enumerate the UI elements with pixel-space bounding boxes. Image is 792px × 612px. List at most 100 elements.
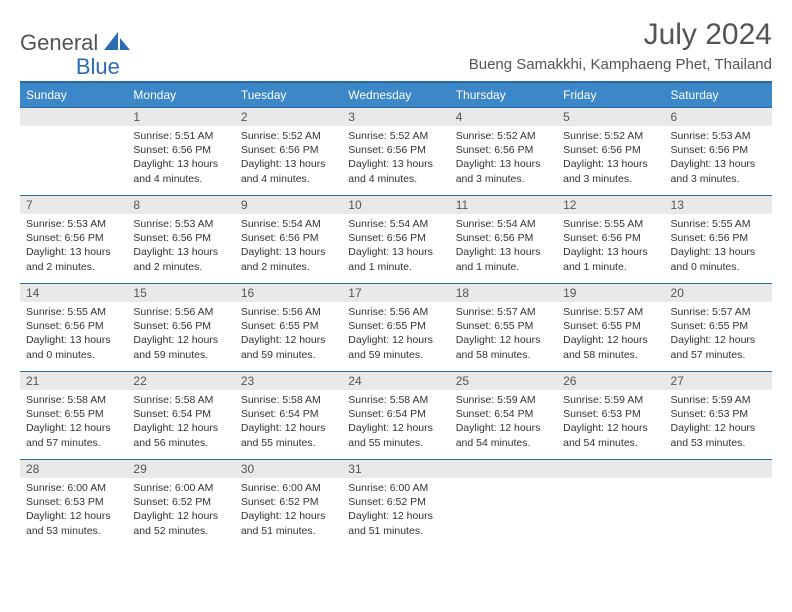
weekday-friday: Friday [557, 82, 664, 108]
brand-text-2: Blue [76, 54, 120, 80]
day-details: Sunrise: 5:53 AMSunset: 6:56 PMDaylight:… [20, 214, 127, 278]
calendar-cell: 22Sunrise: 5:58 AMSunset: 6:54 PMDayligh… [127, 372, 234, 460]
day-details: Sunrise: 6:00 AMSunset: 6:52 PMDaylight:… [235, 478, 342, 542]
day-number: 14 [20, 284, 127, 302]
calendar-cell: 18Sunrise: 5:57 AMSunset: 6:55 PMDayligh… [450, 284, 557, 372]
calendar-row: 21Sunrise: 5:58 AMSunset: 6:55 PMDayligh… [20, 372, 772, 460]
day-number: 30 [235, 460, 342, 478]
day-details: Sunrise: 5:51 AMSunset: 6:56 PMDaylight:… [127, 126, 234, 190]
day-details: Sunrise: 5:54 AMSunset: 6:56 PMDaylight:… [450, 214, 557, 278]
day-number-empty [665, 460, 772, 478]
calendar-cell: 29Sunrise: 6:00 AMSunset: 6:52 PMDayligh… [127, 460, 234, 548]
day-number: 17 [342, 284, 449, 302]
day-number-empty [557, 460, 664, 478]
brand-text-1: General [20, 30, 98, 56]
calendar-cell: 21Sunrise: 5:58 AMSunset: 6:55 PMDayligh… [20, 372, 127, 460]
calendar-row: 1Sunrise: 5:51 AMSunset: 6:56 PMDaylight… [20, 108, 772, 196]
calendar-cell: 11Sunrise: 5:54 AMSunset: 6:56 PMDayligh… [450, 196, 557, 284]
day-number: 25 [450, 372, 557, 390]
brand-logo-line2: Gene Blue [20, 54, 120, 80]
weekday-thursday: Thursday [450, 82, 557, 108]
calendar-cell: 19Sunrise: 5:57 AMSunset: 6:55 PMDayligh… [557, 284, 664, 372]
calendar-cell: 3Sunrise: 5:52 AMSunset: 6:56 PMDaylight… [342, 108, 449, 196]
calendar-cell: 31Sunrise: 6:00 AMSunset: 6:52 PMDayligh… [342, 460, 449, 548]
calendar-cell: 6Sunrise: 5:53 AMSunset: 6:56 PMDaylight… [665, 108, 772, 196]
day-number: 19 [557, 284, 664, 302]
day-number: 24 [342, 372, 449, 390]
day-number: 27 [665, 372, 772, 390]
day-number: 22 [127, 372, 234, 390]
day-details: Sunrise: 5:52 AMSunset: 6:56 PMDaylight:… [342, 126, 449, 190]
day-number: 16 [235, 284, 342, 302]
calendar-body: 1Sunrise: 5:51 AMSunset: 6:56 PMDaylight… [20, 108, 772, 548]
weekday-tuesday: Tuesday [235, 82, 342, 108]
weekday-sunday: Sunday [20, 82, 127, 108]
day-details: Sunrise: 5:54 AMSunset: 6:56 PMDaylight:… [235, 214, 342, 278]
day-details: Sunrise: 5:57 AMSunset: 6:55 PMDaylight:… [450, 302, 557, 366]
calendar-cell: 28Sunrise: 6:00 AMSunset: 6:53 PMDayligh… [20, 460, 127, 548]
day-number-empty [450, 460, 557, 478]
calendar-cell: 17Sunrise: 5:56 AMSunset: 6:55 PMDayligh… [342, 284, 449, 372]
brand-logo: General [20, 30, 132, 56]
calendar-cell: 25Sunrise: 5:59 AMSunset: 6:54 PMDayligh… [450, 372, 557, 460]
month-title: July 2024 [469, 18, 772, 52]
day-number: 10 [342, 196, 449, 214]
day-number: 15 [127, 284, 234, 302]
day-details: Sunrise: 5:56 AMSunset: 6:55 PMDaylight:… [235, 302, 342, 366]
calendar-cell: 20Sunrise: 5:57 AMSunset: 6:55 PMDayligh… [665, 284, 772, 372]
day-details: Sunrise: 5:58 AMSunset: 6:54 PMDaylight:… [342, 390, 449, 454]
calendar-cell: 10Sunrise: 5:54 AMSunset: 6:56 PMDayligh… [342, 196, 449, 284]
day-details: Sunrise: 5:58 AMSunset: 6:54 PMDaylight:… [235, 390, 342, 454]
calendar-cell: 16Sunrise: 5:56 AMSunset: 6:55 PMDayligh… [235, 284, 342, 372]
day-details: Sunrise: 5:53 AMSunset: 6:56 PMDaylight:… [127, 214, 234, 278]
day-details: Sunrise: 5:54 AMSunset: 6:56 PMDaylight:… [342, 214, 449, 278]
day-number: 21 [20, 372, 127, 390]
day-number: 23 [235, 372, 342, 390]
day-details: Sunrise: 5:55 AMSunset: 6:56 PMDaylight:… [665, 214, 772, 278]
calendar-cell [20, 108, 127, 196]
calendar-cell: 14Sunrise: 5:55 AMSunset: 6:56 PMDayligh… [20, 284, 127, 372]
day-number: 13 [665, 196, 772, 214]
calendar-cell: 24Sunrise: 5:58 AMSunset: 6:54 PMDayligh… [342, 372, 449, 460]
day-details: Sunrise: 5:59 AMSunset: 6:54 PMDaylight:… [450, 390, 557, 454]
day-details: Sunrise: 6:00 AMSunset: 6:52 PMDaylight:… [127, 478, 234, 542]
calendar-cell: 30Sunrise: 6:00 AMSunset: 6:52 PMDayligh… [235, 460, 342, 548]
title-block: July 2024 Bueng Samakkhi, Kamphaeng Phet… [469, 18, 772, 73]
calendar-cell: 4Sunrise: 5:52 AMSunset: 6:56 PMDaylight… [450, 108, 557, 196]
day-number: 8 [127, 196, 234, 214]
calendar-table: SundayMondayTuesdayWednesdayThursdayFrid… [20, 81, 772, 548]
day-details: Sunrise: 6:00 AMSunset: 6:52 PMDaylight:… [342, 478, 449, 542]
calendar-cell [450, 460, 557, 548]
calendar-cell: 15Sunrise: 5:56 AMSunset: 6:56 PMDayligh… [127, 284, 234, 372]
day-number-empty [20, 108, 127, 126]
day-details: Sunrise: 5:58 AMSunset: 6:54 PMDaylight:… [127, 390, 234, 454]
day-number: 31 [342, 460, 449, 478]
calendar-row: 14Sunrise: 5:55 AMSunset: 6:56 PMDayligh… [20, 284, 772, 372]
calendar-cell: 26Sunrise: 5:59 AMSunset: 6:53 PMDayligh… [557, 372, 664, 460]
day-details: Sunrise: 5:56 AMSunset: 6:56 PMDaylight:… [127, 302, 234, 366]
weekday-header-row: SundayMondayTuesdayWednesdayThursdayFrid… [20, 82, 772, 108]
header: General July 2024 Bueng Samakkhi, Kampha… [20, 18, 772, 73]
day-number: 11 [450, 196, 557, 214]
day-details: Sunrise: 5:57 AMSunset: 6:55 PMDaylight:… [665, 302, 772, 366]
day-number: 7 [20, 196, 127, 214]
day-details: Sunrise: 5:59 AMSunset: 6:53 PMDaylight:… [557, 390, 664, 454]
day-number: 5 [557, 108, 664, 126]
calendar-cell: 8Sunrise: 5:53 AMSunset: 6:56 PMDaylight… [127, 196, 234, 284]
day-details: Sunrise: 5:55 AMSunset: 6:56 PMDaylight:… [557, 214, 664, 278]
day-number: 20 [665, 284, 772, 302]
day-details: Sunrise: 5:57 AMSunset: 6:55 PMDaylight:… [557, 302, 664, 366]
brand-sail-icon [104, 32, 130, 55]
day-number: 26 [557, 372, 664, 390]
day-number: 4 [450, 108, 557, 126]
day-details: Sunrise: 5:52 AMSunset: 6:56 PMDaylight:… [450, 126, 557, 190]
day-number: 3 [342, 108, 449, 126]
day-number: 28 [20, 460, 127, 478]
calendar-cell [665, 460, 772, 548]
calendar-cell: 13Sunrise: 5:55 AMSunset: 6:56 PMDayligh… [665, 196, 772, 284]
calendar-cell [557, 460, 664, 548]
day-number: 12 [557, 196, 664, 214]
day-details: Sunrise: 6:00 AMSunset: 6:53 PMDaylight:… [20, 478, 127, 542]
day-number: 29 [127, 460, 234, 478]
day-number: 2 [235, 108, 342, 126]
